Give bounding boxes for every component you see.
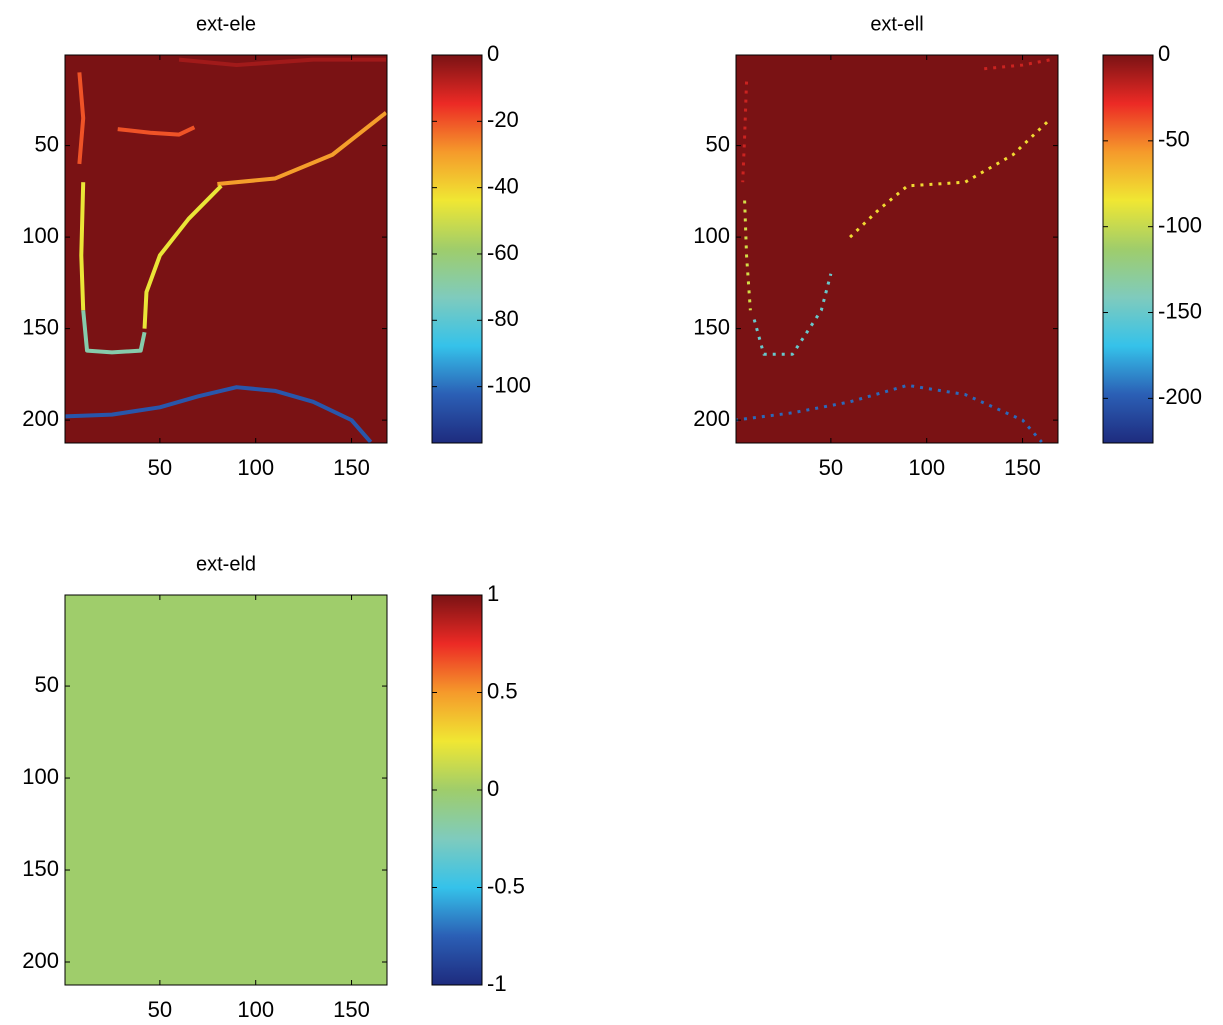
x-tick-label: 100 [908,455,945,480]
y-tick-label: 200 [693,406,730,431]
image-background [65,55,387,443]
y-tick-label: 150 [22,314,59,339]
image-feature [117,125,196,137]
colorbar-tick-label: -0.5 [487,873,525,898]
colorbar-tick-label: -50 [1158,127,1190,152]
colorbar-tick-label: -80 [487,306,519,331]
y-tick-label: 200 [22,948,59,973]
image-feature [741,81,749,183]
colorbar-tick-label: -20 [487,107,519,132]
image-feature [65,385,373,443]
chart-title: ext-ell [870,13,923,35]
x-tick-label: 50 [148,997,172,1022]
chart-title: ext-ele [196,13,256,35]
colorbar-tick-label: 1 [487,581,499,606]
colorbar-tick-label: 0 [487,776,499,801]
axes-frame [64,594,388,986]
image [65,595,387,985]
y-tick-label: 50 [35,672,59,697]
colorbar-tick-label: 0.5 [487,678,518,703]
x-tick-label: 50 [819,455,843,480]
image-feature [79,182,86,311]
chart-title: ext-eld [196,553,256,575]
image-feature [81,310,147,355]
image-feature [849,117,1053,239]
image-background [736,55,1058,443]
colorbar-tick-label: -40 [487,173,519,198]
image [65,55,387,443]
image-feature [217,111,387,187]
colorbar [431,54,483,444]
y-tick-label: 50 [706,131,730,156]
image-feature [142,184,223,329]
image-feature [743,200,752,311]
colorbar-tick-label: -200 [1158,384,1202,409]
colorbar-tick-label: 0 [487,41,499,66]
y-tick-label: 50 [35,131,59,156]
x-tick-label: 150 [333,997,370,1022]
colorbar-tick-label: -1 [487,971,507,996]
colorbar-tick-label: -100 [1158,212,1202,237]
colorbar-tick-label: -150 [1158,298,1202,323]
y-tick-label: 150 [22,856,59,881]
axes-frame [64,54,388,444]
image-feature [77,72,86,165]
image-feature [752,273,833,356]
image-background [65,595,387,985]
image-feature [178,57,387,68]
x-tick-label: 100 [237,997,274,1022]
colorbar [431,594,483,986]
x-tick-label: 100 [237,455,274,480]
y-tick-label: 100 [22,223,59,248]
colorbar-tick-label: -100 [487,372,531,397]
axes-frame [735,54,1059,444]
y-tick-label: 100 [22,764,59,789]
colorbar [1102,54,1154,444]
y-tick-label: 150 [693,314,730,339]
y-tick-label: 200 [22,406,59,431]
x-tick-label: 150 [333,455,370,480]
colorbar-tick-label: 0 [1158,41,1170,66]
image [736,55,1058,443]
image-feature [736,383,1043,443]
x-tick-label: 50 [148,455,172,480]
image-feature [984,58,1052,71]
y-tick-label: 100 [693,223,730,248]
x-tick-label: 150 [1004,455,1041,480]
colorbar-tick-label: -60 [487,240,519,265]
